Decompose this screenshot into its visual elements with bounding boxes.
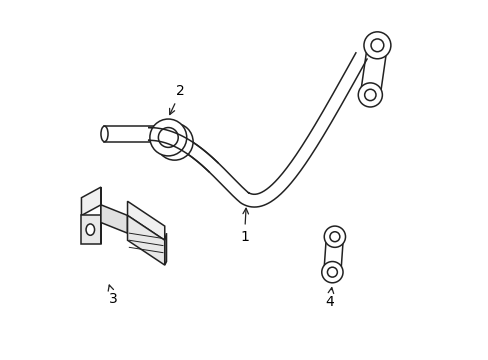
Text: 3: 3 <box>108 285 118 306</box>
Polygon shape <box>164 233 166 265</box>
Polygon shape <box>81 187 101 215</box>
Circle shape <box>329 232 339 242</box>
Circle shape <box>364 89 375 100</box>
Polygon shape <box>127 215 164 265</box>
Circle shape <box>149 119 186 156</box>
Circle shape <box>358 83 382 107</box>
Ellipse shape <box>86 224 94 235</box>
Circle shape <box>164 132 184 152</box>
Text: 4: 4 <box>325 288 333 309</box>
Circle shape <box>363 32 390 59</box>
Circle shape <box>370 39 383 52</box>
Text: 1: 1 <box>240 208 248 244</box>
Circle shape <box>156 123 193 160</box>
Circle shape <box>324 226 345 247</box>
Circle shape <box>158 127 178 147</box>
Polygon shape <box>81 215 101 244</box>
Polygon shape <box>323 228 343 281</box>
Polygon shape <box>101 205 127 233</box>
Circle shape <box>321 261 343 283</box>
Polygon shape <box>127 201 164 240</box>
Polygon shape <box>360 35 386 105</box>
Polygon shape <box>127 215 159 258</box>
Circle shape <box>327 267 337 277</box>
Text: 2: 2 <box>169 85 184 114</box>
Polygon shape <box>148 53 366 207</box>
Ellipse shape <box>101 126 108 142</box>
